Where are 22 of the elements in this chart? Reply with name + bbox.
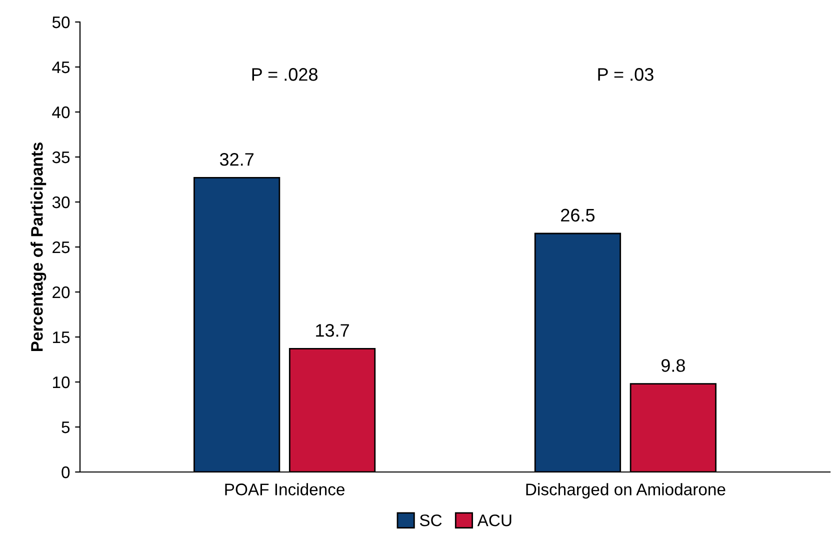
x-tick-label: POAF Incidence [225,483,344,496]
y-tick-label: 20 [52,286,70,298]
y-axis-title: Percentage of Participants [30,142,46,352]
data-label: 32.7 [220,153,254,166]
y-tick-label: 25 [52,241,70,254]
y-tick-label: 45 [52,62,70,74]
y-tick-label: 5 [62,422,70,434]
y-tick-label: 50 [52,16,70,28]
annotation: P = .028 [252,68,318,81]
y-tick-label: 0 [62,466,70,478]
y-tick-label: 10 [53,376,70,388]
y-tick-label: 15 [53,332,70,344]
legend-label: ACU [477,514,512,526]
annotation: P = .03 [598,68,654,81]
data-label: 26.5 [561,208,595,222]
x-tick-label: Discharged on Amiodarone [526,483,726,499]
y-tick-label: 40 [52,106,70,118]
legend-label: SC [420,514,442,526]
data-label: 9.8 [661,359,685,372]
y-tick-label: 35 [52,151,70,164]
data-label: 13.7 [316,324,349,337]
y-tick-label: 30 [52,196,70,208]
